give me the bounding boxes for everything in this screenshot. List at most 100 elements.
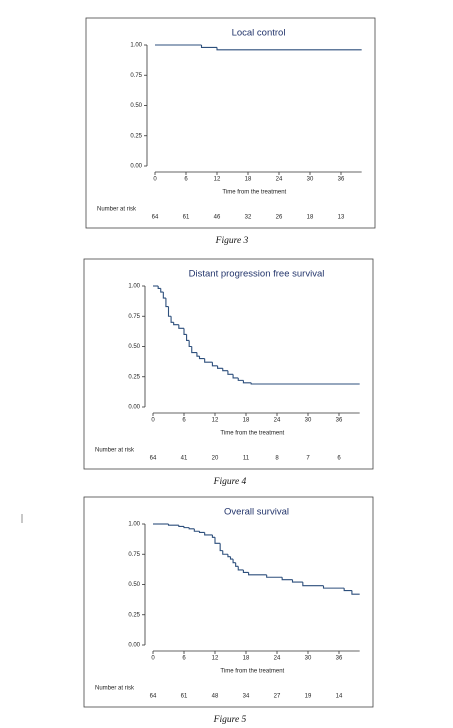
risk-count: 7 (306, 456, 310, 462)
chart-title: Distant progression free survival (189, 269, 325, 280)
x-tick-label: 0 (153, 177, 157, 183)
survival-step (237, 566, 244, 571)
survival-step (183, 328, 187, 335)
y-tick-label: 0.75 (128, 314, 140, 320)
x-axis-label: Time from the treatment (220, 431, 284, 437)
risk-count: 6 (337, 456, 341, 462)
survival-step (204, 358, 213, 363)
x-axis-label: Time from the treatment (222, 190, 286, 196)
risk-count: 48 (212, 694, 219, 700)
risk-count: 18 (307, 215, 314, 221)
risk-count: 8 (275, 456, 279, 462)
survival-step (162, 292, 166, 299)
y-tick-label: 1.00 (128, 522, 140, 528)
survival-step (242, 569, 249, 573)
risk-count: 61 (181, 694, 188, 700)
y-tick-label: 0.75 (128, 552, 140, 558)
risk-label: Number at risk (95, 448, 135, 454)
risk-count: 61 (183, 215, 190, 221)
y-tick-label: 0.50 (128, 582, 140, 588)
survival-step (232, 559, 236, 564)
risk-count: 46 (214, 215, 221, 221)
survival-step (198, 356, 205, 360)
survival-step (214, 537, 221, 544)
survival-step (160, 288, 164, 293)
survival-step (227, 370, 234, 375)
x-tick-label: 6 (182, 656, 186, 662)
x-tick-label: 12 (214, 177, 221, 183)
x-tick-label: 30 (307, 177, 314, 183)
survival-step (235, 562, 239, 567)
chart-title: Overall survival (224, 507, 289, 518)
x-tick-label: 6 (184, 177, 188, 183)
risk-label: Number at risk (97, 207, 137, 213)
survival-step (191, 346, 197, 354)
risk-count: 19 (305, 694, 312, 700)
survival-step (291, 579, 303, 583)
survival-step (200, 45, 217, 48)
survival-step (351, 590, 360, 595)
figure-caption: Figure 5 (213, 715, 247, 725)
x-tick-label: 24 (274, 418, 281, 424)
survival-step (227, 554, 231, 558)
survival-step (167, 524, 179, 526)
survival-step (322, 585, 345, 589)
survival-step (248, 572, 267, 576)
x-tick-label: 12 (212, 656, 219, 662)
risk-count: 26 (276, 215, 283, 221)
survival-step (211, 362, 218, 367)
risk-count: 27 (274, 694, 281, 700)
survival-step (237, 377, 244, 381)
survival-step (167, 306, 172, 317)
chart-title: Local control (232, 28, 286, 39)
y-tick-label: 1.00 (130, 43, 142, 49)
figure-frame (83, 496, 374, 708)
x-tick-label: 0 (151, 418, 155, 424)
x-tick-label: 18 (243, 656, 250, 662)
risk-count: 13 (338, 215, 345, 221)
y-tick-label: 0.00 (128, 643, 140, 649)
risk-count: 14 (336, 694, 343, 700)
x-tick-label: 36 (336, 418, 343, 424)
y-tick-label: 1.00 (128, 284, 140, 290)
x-tick-label: 36 (338, 177, 345, 183)
survival-step (204, 532, 213, 536)
survival-step (266, 574, 283, 578)
figure-caption: Figure 4 (213, 477, 247, 487)
survival-step (170, 316, 174, 323)
risk-count: 11 (243, 456, 250, 462)
survival-step (183, 526, 190, 529)
y-tick-label: 0.00 (130, 164, 142, 170)
y-tick-label: 0.50 (128, 344, 140, 350)
survival-step (302, 582, 324, 587)
risk-count: 20 (212, 456, 219, 462)
survival-step (232, 374, 239, 379)
figure-frame (83, 258, 374, 470)
x-tick-label: 36 (336, 656, 343, 662)
survival-step (173, 322, 179, 326)
risk-count: 32 (245, 215, 252, 221)
figure-frame (85, 17, 376, 229)
risk-count: 64 (152, 215, 159, 221)
survival-step (198, 531, 205, 534)
x-tick-label: 0 (151, 656, 155, 662)
y-tick-label: 0.25 (130, 133, 142, 139)
x-axis-label: Time from the treatment (220, 669, 284, 675)
risk-count: 64 (150, 456, 157, 462)
y-tick-label: 0.25 (128, 374, 140, 380)
x-tick-label: 12 (212, 418, 219, 424)
survival-step (186, 334, 190, 342)
survival-step (188, 527, 195, 530)
x-tick-label: 30 (305, 656, 312, 662)
y-tick-label: 0.75 (130, 73, 142, 79)
survival-step (217, 365, 223, 369)
figure-caption: Figure 3 (215, 236, 249, 246)
survival-step (188, 340, 192, 348)
survival-step (178, 525, 184, 527)
y-tick-label: 0.25 (128, 612, 140, 618)
survival-step (157, 286, 161, 289)
risk-count: 41 (181, 456, 188, 462)
survival-step (250, 382, 360, 385)
survival-step (196, 352, 200, 357)
